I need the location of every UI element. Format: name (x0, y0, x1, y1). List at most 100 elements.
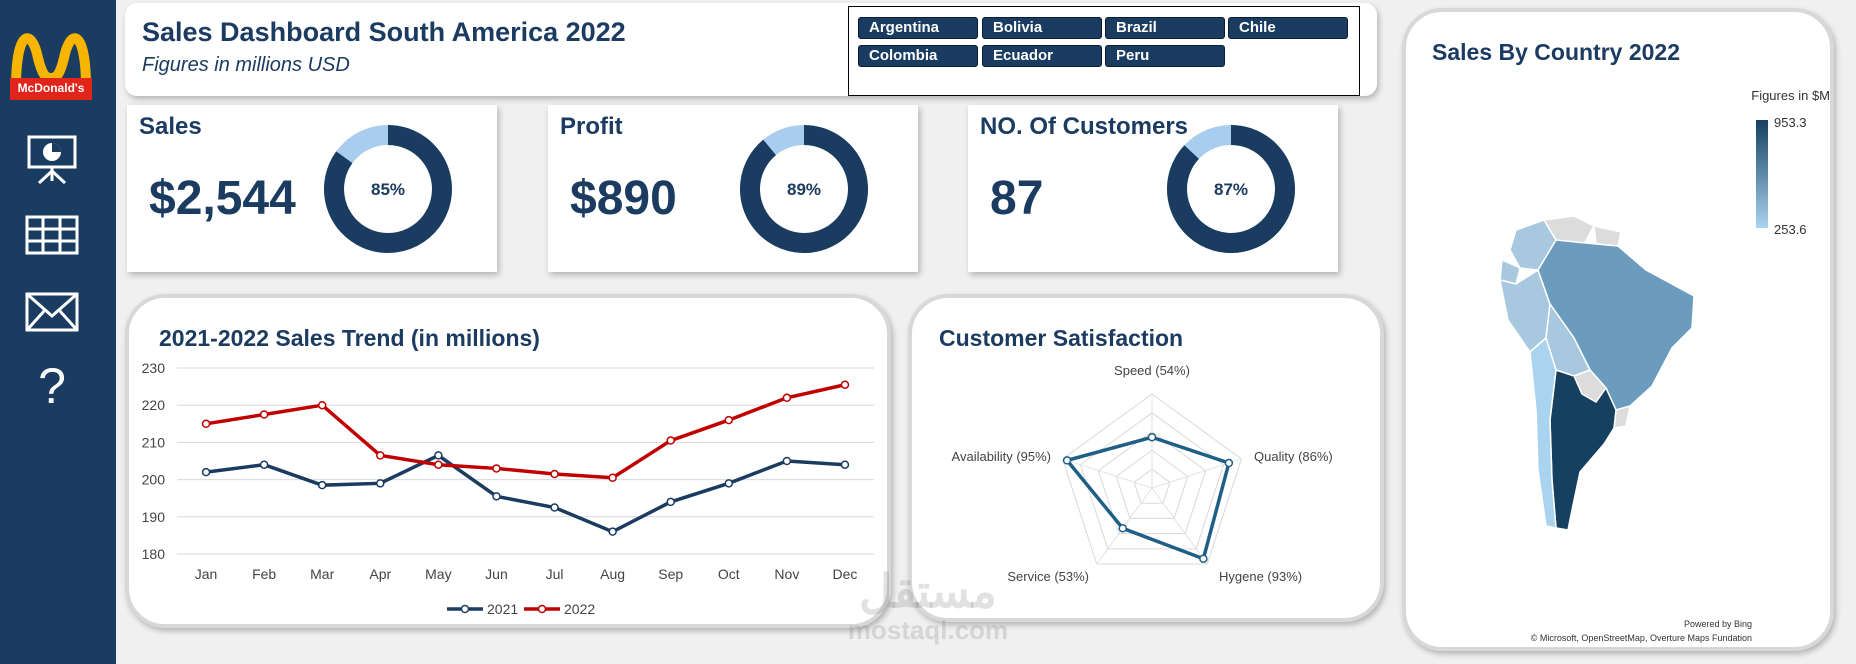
kpi-profit-donut: 89% (740, 125, 868, 253)
data-point (201, 419, 211, 429)
y-tick-label: 210 (142, 434, 166, 450)
y-tick-label: 180 (142, 546, 166, 562)
donut-value-arc (324, 125, 452, 253)
legend-marker (537, 604, 547, 614)
slicer-brazil[interactable]: Brazil (1105, 17, 1225, 39)
map-credit-bing: Powered by Bing (1683, 619, 1752, 629)
donut-value-arc (740, 125, 868, 253)
donut-percent-label: 87% (1214, 180, 1248, 199)
radar-grid-ring (1115, 449, 1189, 519)
help-icon[interactable]: ? (38, 358, 66, 414)
radar-point (1062, 456, 1072, 465)
map-legend-title: Figures in $M (1751, 88, 1830, 103)
map-legend-min: 253.6 (1774, 222, 1807, 237)
x-tick-label: Jun (485, 566, 508, 582)
data-point (376, 479, 385, 488)
sidebar: McDonald's ? (0, 0, 116, 664)
map-region-argentina (1549, 368, 1617, 531)
data-point (201, 467, 211, 477)
data-point (550, 503, 559, 512)
satisfaction-radar-chart: Speed (54%) Quality (86%) Hygene (93%) Serv… (952, 363, 1333, 584)
map-legend-bar (1756, 120, 1768, 228)
kpi-profit-card: Profit $890 89% (548, 105, 918, 272)
donut-percent-label: 85% (371, 180, 405, 199)
radar-grid-ring (1062, 393, 1242, 565)
data-point (259, 410, 269, 419)
map-title: Sales By Country 2022 (1432, 39, 1681, 65)
kpi-customers-donut: 87% (1167, 125, 1295, 253)
data-point (840, 380, 850, 389)
x-tick-label: Apr (369, 566, 391, 582)
radar-grid-ring (1097, 430, 1207, 535)
legend-label: 2022 (564, 601, 595, 617)
radar-point (1199, 554, 1208, 563)
x-tick-label: Mar (310, 566, 334, 582)
page-title: Sales Dashboard South America 2022 (142, 17, 626, 47)
donut-value-arc (1167, 125, 1295, 253)
data-point (666, 497, 675, 507)
data-point (259, 460, 269, 469)
slicer-ecuador[interactable]: Ecuador (982, 45, 1102, 67)
map-credit-sources: © Microsoft, OpenStreetMap, Overture Map… (1530, 633, 1752, 643)
data-point (317, 480, 327, 490)
mail-icon[interactable] (22, 282, 82, 342)
legend-label: 2021 (487, 601, 518, 617)
data-point (550, 469, 559, 479)
data-point (434, 451, 443, 460)
radar-spoke (1062, 458, 1153, 489)
kpi-sales-card: Sales $2,544 85% (127, 105, 497, 272)
south-america-map[interactable] (1446, 210, 1706, 540)
kpi-customers-card: NO. Of Customers 87 87% (968, 105, 1338, 272)
map-region-guianas (1593, 225, 1622, 247)
slicer-chile[interactable]: Chile (1228, 17, 1348, 39)
slicer-argentina[interactable]: Argentina (858, 17, 978, 39)
watermark-arabic: مستقل (859, 565, 997, 617)
radar-axis-label: Hygene (93%) (1219, 569, 1302, 584)
data-point (782, 456, 792, 466)
data-point (492, 492, 501, 501)
kpi-sales-value: $2,544 (149, 172, 296, 225)
x-tick-label: Sep (658, 566, 683, 582)
radar-axis-label: Service (53%) (1007, 569, 1089, 584)
data-point (608, 473, 617, 482)
data-point (840, 460, 850, 469)
kpi-customers-value: 87 (990, 172, 1044, 225)
presentation-icon[interactable] (22, 128, 82, 188)
y-tick-label: 230 (142, 360, 166, 376)
data-point (434, 460, 443, 469)
kpi-profit-value: $890 (570, 172, 677, 225)
x-tick-label: Aug (600, 566, 625, 582)
radar-point (1224, 458, 1234, 468)
legend-marker (460, 604, 470, 614)
page-subtitle: Figures in millions USD (142, 54, 350, 76)
kpi-customers-label: NO. Of Customers (980, 113, 1189, 140)
slicer-bolivia[interactable]: Bolivia (982, 17, 1102, 39)
slicer-colombia[interactable]: Colombia (858, 45, 978, 67)
data-point (492, 464, 501, 473)
table-icon[interactable] (22, 205, 82, 265)
series-line-2022 (205, 383, 846, 480)
watermark-latin: mostaql.com (847, 615, 1009, 645)
radar-axis-label: Availability (95%) (952, 449, 1051, 464)
map-legend-max: 953.3 (1774, 115, 1807, 130)
radar-axis-label: Quality (86%) (1254, 449, 1333, 464)
radar-axis-label: Speed (54%) (1114, 363, 1190, 378)
data-point (376, 451, 385, 460)
map-region-chile (1529, 336, 1557, 529)
data-point (317, 400, 327, 410)
y-tick-label: 220 (142, 397, 166, 413)
radar-series-line (1064, 435, 1231, 562)
mcdonalds-logo[interactable]: McDonald's (10, 18, 92, 104)
series-line-2021 (205, 453, 846, 534)
sales-trend-chart: 180 190 200 210 220 230 Jan Feb Mar Apr May Jun Jul A… (142, 360, 874, 617)
data-point (724, 415, 734, 425)
x-tick-label: Dec (833, 566, 858, 582)
slicer-peru[interactable]: Peru (1105, 45, 1225, 67)
map-card: Sales By Country 2022 Figures in $M 953.… (1402, 8, 1834, 651)
data-point (608, 527, 617, 536)
x-tick-label: Nov (774, 566, 799, 582)
kpi-profit-label: Profit (560, 113, 623, 140)
sales-trend-title: 2021-2022 Sales Trend (in millions) (159, 325, 540, 351)
satisfaction-title: Customer Satisfaction (939, 325, 1184, 351)
satisfaction-card: Customer Satisfaction Speed (54%) Quality… (908, 294, 1384, 622)
